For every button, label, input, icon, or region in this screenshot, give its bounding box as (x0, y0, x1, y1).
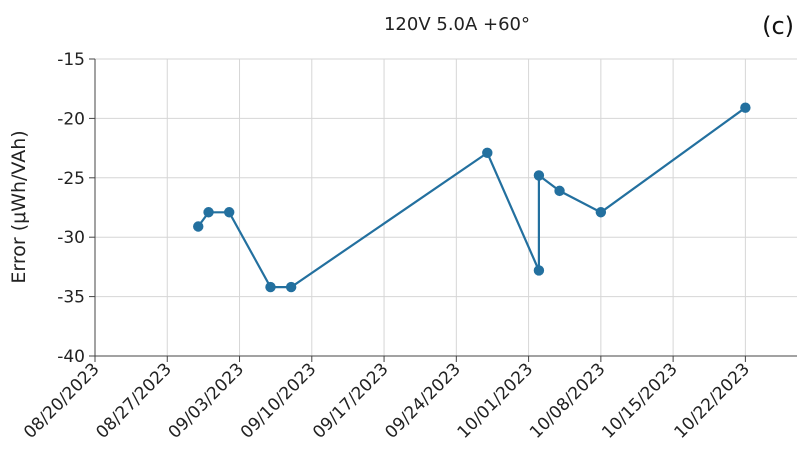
x-tick-label: 08/20/2023 (20, 359, 103, 442)
y-tick-labels: -15 -20 -25 -30 -35 -40 (57, 50, 95, 367)
panel-label: (c) (762, 12, 794, 40)
x-tick-label: 10/08/2023 (526, 359, 609, 442)
data-point (193, 221, 204, 232)
y-tick-label: -15 (57, 50, 85, 70)
x-tick-label: 09/03/2023 (165, 359, 248, 442)
y-axis-label: Error (μWh/VAh) (8, 130, 30, 283)
x-tick-label: 10/15/2023 (598, 359, 681, 442)
x-tick-label: 09/17/2023 (309, 359, 392, 442)
data-point (554, 185, 565, 197)
data-point (533, 265, 545, 276)
chart-title: 120V 5.0A +60° (384, 14, 530, 35)
y-tick-label: -40 (57, 347, 85, 367)
x-tick-label: 10/01/2023 (454, 359, 537, 442)
data-point (533, 170, 545, 181)
data-point (285, 281, 297, 293)
x-tick-labels: 08/20/202308/27/202309/03/202309/10/2023… (20, 356, 754, 443)
data-point (203, 207, 214, 218)
data-points (193, 102, 751, 293)
data-point (265, 281, 276, 293)
data-point (224, 207, 235, 218)
data-point (595, 207, 607, 218)
y-tick-label: -20 (57, 109, 85, 129)
data-point (482, 147, 493, 159)
x-tick-label: 09/24/2023 (381, 359, 464, 442)
y-tick-label: -30 (57, 228, 85, 248)
data-point (740, 102, 751, 113)
x-tick-label: 10/22/2023 (670, 359, 753, 442)
x-tick-label: 09/10/2023 (237, 359, 320, 442)
y-tick-label: -35 (57, 288, 85, 308)
x-tick-label: 08/27/2023 (92, 359, 175, 442)
grid-lines (94, 58, 797, 357)
y-tick-label: -25 (57, 169, 85, 189)
series-line (197, 106, 747, 289)
